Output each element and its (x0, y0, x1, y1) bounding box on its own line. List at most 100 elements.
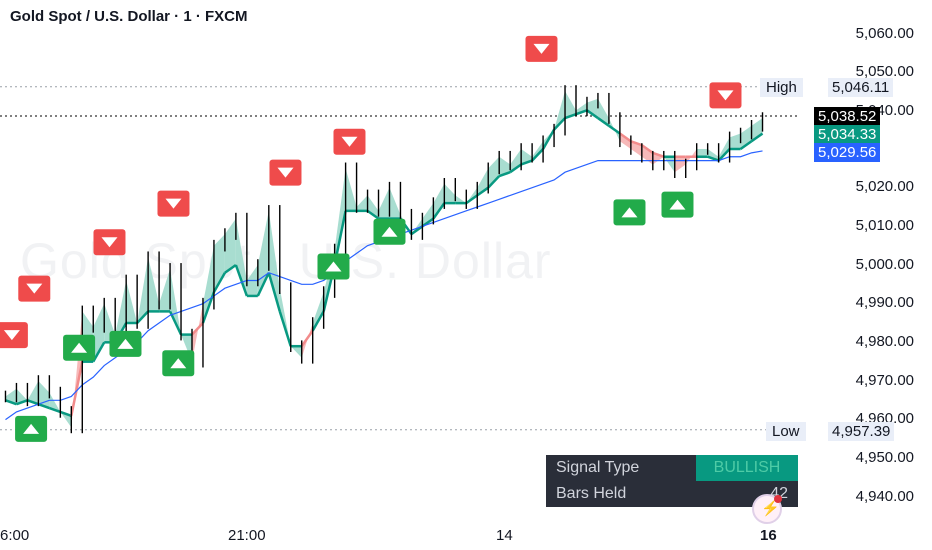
buy-arrow-icon (170, 358, 187, 369)
trail-stop-segment (48, 406, 61, 414)
buy-arrow-icon (71, 342, 88, 353)
trend-fill-segment (565, 91, 576, 119)
trend-fill-segment (235, 218, 247, 296)
trend-fill-segment (148, 257, 160, 312)
indicator-logo-icon[interactable]: ⚡ (752, 494, 782, 524)
trend-fill-segment (532, 141, 544, 161)
sell-arrow-icon (717, 90, 734, 101)
trend-fill-segment (345, 168, 357, 211)
trail-stop-segment (707, 155, 720, 162)
trail-stop-segment (465, 194, 478, 205)
trail-stop-segment (597, 117, 610, 127)
trail-stop-segment (5, 399, 17, 406)
trend-fill-segment (718, 137, 730, 161)
price-tick: 4,980.00 (855, 333, 914, 350)
trail-stop-segment (410, 225, 424, 236)
trend-fill-segment (49, 392, 61, 412)
last-price-tag: 5,038.52 (814, 107, 881, 126)
trail-stop-segment (575, 109, 588, 116)
trail-stop-segment (311, 310, 325, 332)
trend-fill-segment (707, 149, 719, 161)
trend-fill-segment (137, 257, 149, 323)
price-tick: 4,950.00 (855, 449, 914, 466)
trail-stop-segment (278, 311, 292, 347)
ma-price-tag: 5,029.56 (814, 143, 881, 162)
trail-stop-segment (366, 209, 380, 220)
trend-fill-segment (466, 187, 478, 204)
trail-stop-segment (70, 361, 84, 417)
trail-stop-segment (509, 163, 522, 174)
trail-stop-segment (541, 129, 556, 150)
trail-stop-segment (421, 217, 435, 228)
trail-stop-segment (476, 186, 489, 197)
trend-fill-segment (619, 133, 631, 149)
sell-arrow-icon (533, 43, 550, 54)
trail-stop-segment (224, 263, 237, 274)
trail-stop-segment (564, 113, 577, 120)
trend-fill-segment (586, 98, 598, 119)
trend-fill-segment (192, 303, 203, 362)
trend-fill-segment (433, 183, 445, 219)
trail-stop-segment (619, 132, 632, 143)
trail-stop-segment (641, 144, 654, 154)
trend-fill-segment (213, 234, 225, 293)
trail-stop-segment (487, 175, 501, 189)
trail-stop-segment (267, 272, 281, 312)
trail-stop-segment (630, 140, 643, 147)
trail-stop-segment (27, 399, 39, 406)
trail-stop-segment (750, 132, 764, 143)
moving-average-line (5, 150, 763, 421)
price-tick: 4,940.00 (855, 488, 914, 505)
trail-stop-segment (16, 399, 28, 406)
trend-fill-segment (488, 156, 500, 188)
sell-arrow-icon (341, 136, 358, 147)
trail-stop-segment (256, 272, 270, 297)
trail-stop-segment (432, 202, 446, 220)
price-tick: 5,000.00 (855, 256, 914, 273)
trend-fill-segment (608, 118, 620, 142)
buy-arrow-icon (23, 423, 40, 434)
trend-fill-segment (510, 149, 522, 173)
sell-arrow-icon (101, 237, 118, 248)
trail-stop-segment (37, 403, 50, 410)
trend-fill-segment (444, 183, 456, 204)
time-tick: 14 (496, 527, 513, 544)
high-value-tag: 5,046.11 (828, 78, 894, 97)
trail-stop-segment (234, 264, 249, 297)
buy-arrow-icon (621, 207, 638, 218)
trend-fill-segment (268, 210, 280, 312)
trend-fill-segment (499, 156, 511, 177)
price-tick: 5,010.00 (855, 217, 914, 234)
trail-stop-segment (739, 140, 753, 151)
trail-stop-segment (520, 159, 533, 166)
trail-stop-segment (652, 151, 665, 158)
signal-type-label: Signal Type (556, 459, 640, 476)
buy-arrow-icon (381, 226, 398, 237)
trend-fill-segment (279, 288, 291, 347)
symbol-title[interactable]: Gold Spot / U.S. Dollar · 1 · FXCM (10, 8, 248, 25)
trail-stop-segment (212, 272, 227, 293)
buy-arrow-icon (325, 261, 342, 272)
sell-arrow-icon (165, 198, 182, 209)
time-tick: 21:00 (228, 527, 266, 544)
trend-fill-segment (674, 156, 686, 173)
trail-stop-segment (586, 109, 599, 120)
signal-type-value: BULLISH (696, 455, 798, 481)
low-value-tag: 4,957.39 (828, 422, 895, 441)
trend-fill-segment (455, 195, 467, 204)
trend-fill-segment (290, 346, 302, 358)
trend-fill-segment (696, 149, 708, 157)
buy-arrow-icon (117, 338, 134, 349)
trend-fill-segment (641, 145, 653, 165)
trail-stop-segment (59, 410, 72, 417)
trend-fill-segment (334, 168, 346, 265)
signal-table: Signal Type BULLISH Bars Held 42 (546, 455, 798, 507)
time-tick: 16 (760, 527, 777, 544)
trail-stop-segment (136, 310, 150, 324)
bars-held-label: Bars Held (556, 485, 627, 502)
trend-fill-segment (378, 187, 390, 219)
buy-arrow-icon (669, 199, 686, 210)
signal-type-row: Signal Type BULLISH (546, 455, 798, 481)
